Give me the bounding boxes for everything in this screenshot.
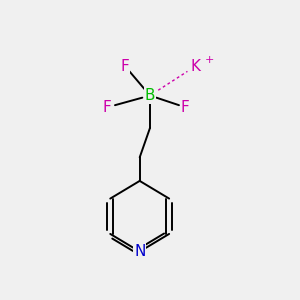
Text: F: F (103, 100, 112, 115)
Text: F: F (181, 100, 190, 115)
Text: K: K (190, 58, 201, 74)
Text: +: + (205, 55, 214, 64)
Text: F: F (121, 58, 129, 74)
Text: B: B (145, 88, 155, 103)
Text: N: N (134, 244, 146, 259)
